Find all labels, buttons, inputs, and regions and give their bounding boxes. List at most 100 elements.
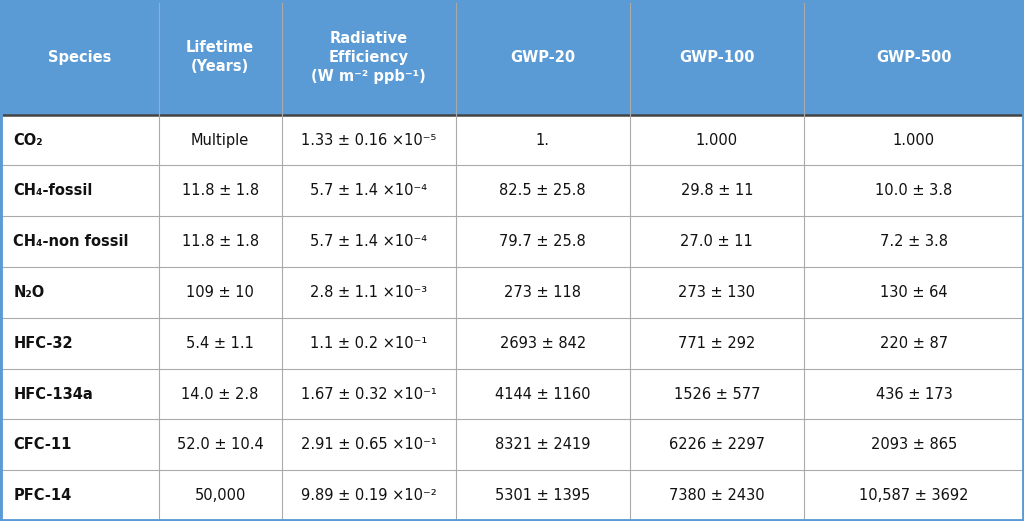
Bar [456,0,630,115]
Text: GWP-20: GWP-20 [510,50,575,65]
Text: 1.33 ± 0.16 ×10⁻⁵: 1.33 ± 0.16 ×10⁻⁵ [301,132,436,147]
Bar [456,115,630,166]
Bar [282,216,456,267]
Bar [159,470,282,521]
Text: 273 ± 130: 273 ± 130 [678,285,756,300]
Bar [282,115,456,166]
Text: GWP-500: GWP-500 [877,50,951,65]
Bar [456,470,630,521]
Text: 82.5 ± 25.8: 82.5 ± 25.8 [500,183,586,199]
Text: HFC-32: HFC-32 [13,336,73,351]
Text: 9.89 ± 0.19 ×10⁻²: 9.89 ± 0.19 ×10⁻² [301,488,436,503]
Bar [282,419,456,470]
Text: 29.8 ± 11: 29.8 ± 11 [681,183,753,199]
Bar [159,318,282,369]
Bar [0,368,159,419]
Bar [456,318,630,369]
Bar [159,0,282,115]
Bar [282,470,456,521]
Text: 10.0 ± 3.8: 10.0 ± 3.8 [876,183,952,199]
Text: 2693 ± 842: 2693 ± 842 [500,336,586,351]
Text: PFC-14: PFC-14 [13,488,72,503]
Bar [804,216,1024,267]
Text: 1.000: 1.000 [695,132,738,147]
Bar [0,318,159,369]
Text: 2093 ± 865: 2093 ± 865 [870,437,957,452]
Text: CH₄-fossil: CH₄-fossil [13,183,93,199]
Text: 14.0 ± 2.8: 14.0 ± 2.8 [181,387,259,402]
Bar [630,267,804,318]
Bar [630,368,804,419]
Text: HFC-134a: HFC-134a [13,387,93,402]
Text: 27.0 ± 11: 27.0 ± 11 [680,234,754,249]
Bar [630,470,804,521]
Text: 52.0 ± 10.4: 52.0 ± 10.4 [177,437,263,452]
Bar [456,166,630,216]
Bar [456,267,630,318]
Bar [159,267,282,318]
Bar [282,0,456,115]
Bar [630,419,804,470]
Text: 771 ± 292: 771 ± 292 [678,336,756,351]
Bar [804,470,1024,521]
Bar [804,267,1024,318]
Bar [456,216,630,267]
Bar [159,368,282,419]
Text: 4144 ± 1160: 4144 ± 1160 [495,387,591,402]
Text: Species: Species [48,50,111,65]
Bar [630,318,804,369]
Text: CO₂: CO₂ [13,132,43,147]
Text: 1526 ± 577: 1526 ± 577 [674,387,760,402]
Bar [0,419,159,470]
Text: Radiative
Efficiency
(W m⁻² ppb⁻¹): Radiative Efficiency (W m⁻² ppb⁻¹) [311,31,426,84]
Text: 11.8 ± 1.8: 11.8 ± 1.8 [181,183,259,199]
Text: 2.8 ± 1.1 ×10⁻³: 2.8 ± 1.1 ×10⁻³ [310,285,427,300]
Text: 2.91 ± 0.65 ×10⁻¹: 2.91 ± 0.65 ×10⁻¹ [301,437,436,452]
Text: 10,587 ± 3692: 10,587 ± 3692 [859,488,969,503]
Bar [159,115,282,166]
Text: 1.1 ± 0.2 ×10⁻¹: 1.1 ± 0.2 ×10⁻¹ [310,336,427,351]
Bar [159,419,282,470]
Bar [630,0,804,115]
Bar [282,318,456,369]
Text: 436 ± 173: 436 ± 173 [876,387,952,402]
Bar [630,115,804,166]
Bar [804,318,1024,369]
Text: 1.000: 1.000 [893,132,935,147]
Text: 5.7 ± 1.4 ×10⁻⁴: 5.7 ± 1.4 ×10⁻⁴ [310,234,427,249]
Bar [0,216,159,267]
Text: Multiple: Multiple [191,132,249,147]
Bar [630,166,804,216]
Text: N₂O: N₂O [13,285,45,300]
Text: Lifetime
(Years): Lifetime (Years) [186,40,254,75]
Text: CH₄-non fossil: CH₄-non fossil [13,234,129,249]
Text: 273 ± 118: 273 ± 118 [504,285,582,300]
Bar [804,0,1024,115]
Text: 8321 ± 2419: 8321 ± 2419 [495,437,591,452]
Bar [0,166,159,216]
Bar [804,419,1024,470]
Bar [630,216,804,267]
Text: 7.2 ± 3.8: 7.2 ± 3.8 [880,234,948,249]
Text: GWP-100: GWP-100 [679,50,755,65]
Bar [804,368,1024,419]
Text: 11.8 ± 1.8: 11.8 ± 1.8 [181,234,259,249]
Text: 5301 ± 1395: 5301 ± 1395 [495,488,591,503]
Bar [0,0,159,115]
Text: 50,000: 50,000 [195,488,246,503]
Bar [0,115,159,166]
Text: 5.7 ± 1.4 ×10⁻⁴: 5.7 ± 1.4 ×10⁻⁴ [310,183,427,199]
Bar [282,166,456,216]
Text: CFC-11: CFC-11 [13,437,72,452]
Text: 1.: 1. [536,132,550,147]
Text: 6226 ± 2297: 6226 ± 2297 [669,437,765,452]
Bar [456,419,630,470]
Text: 1.67 ± 0.32 ×10⁻¹: 1.67 ± 0.32 ×10⁻¹ [301,387,436,402]
Bar [159,216,282,267]
Bar [456,368,630,419]
Bar [282,267,456,318]
Text: 5.4 ± 1.1: 5.4 ± 1.1 [186,336,254,351]
Bar [0,470,159,521]
Bar [159,166,282,216]
Bar [0,267,159,318]
